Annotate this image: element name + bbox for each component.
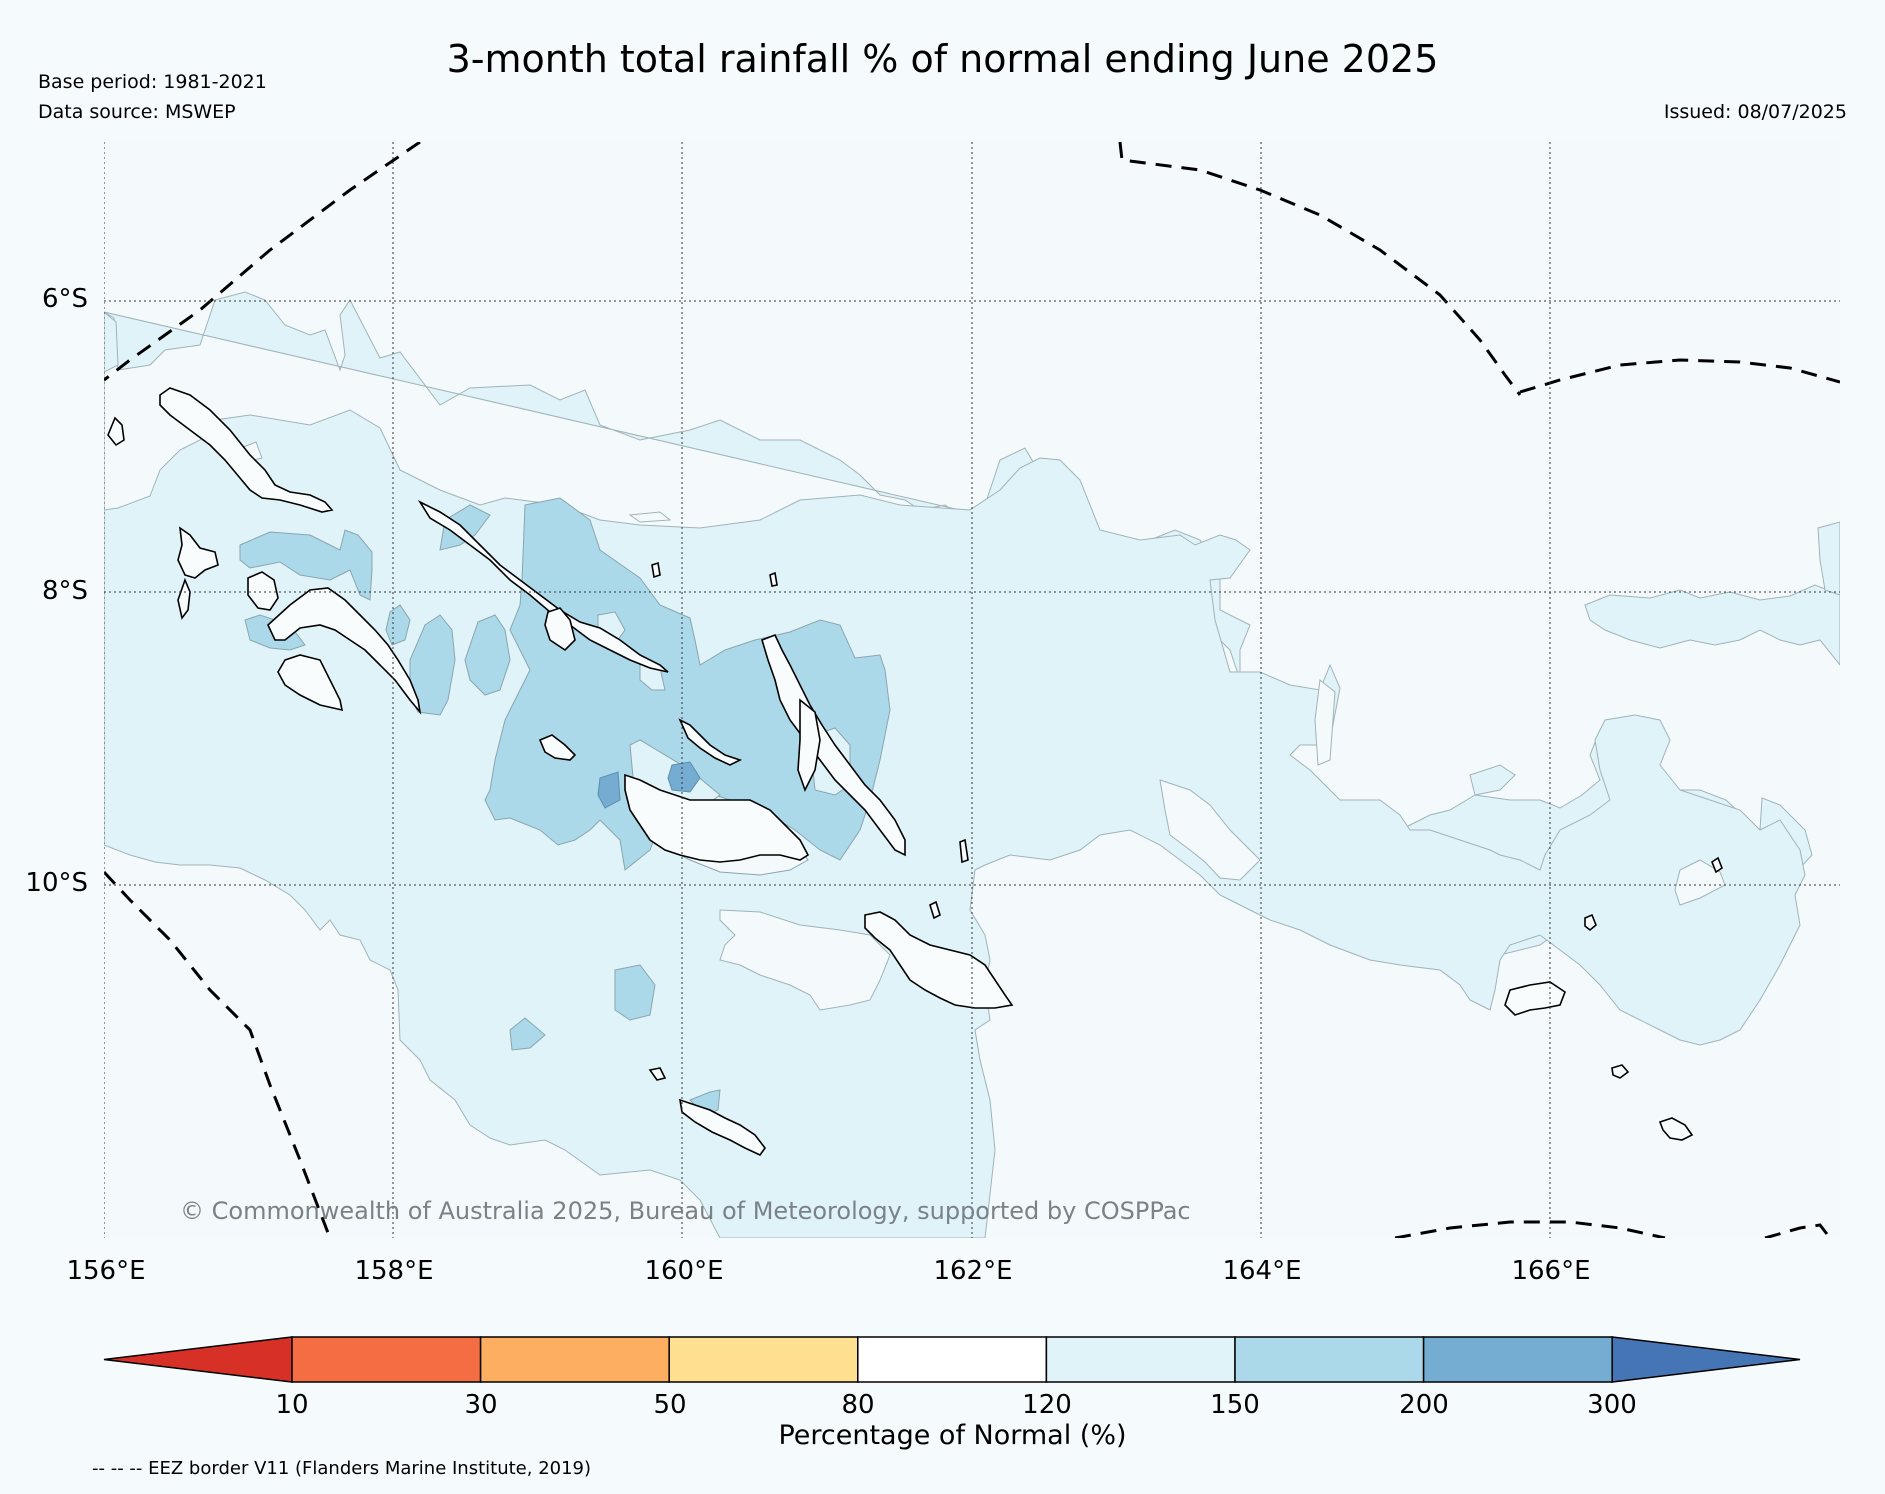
lat-label-10s: 10°S [25,868,88,898]
graticule [104,142,1840,1238]
lon-label-158e: 158°E [354,1256,434,1286]
issued-date: Issued: 08/07/2025 [1663,101,1847,123]
colorbar-tick: 200 [1399,1390,1449,1420]
rainfall-region-150-200 [614,964,656,1021]
colorbar-segment [479,1336,670,1383]
colorbar-segment [1422,1336,1613,1383]
colorbar-tick: 50 [653,1390,687,1420]
colorbar-title: Percentage of Normal (%) [778,1420,1127,1451]
rainfall-region-120-150 [1584,584,1840,666]
rainfall-region-150-200 [409,614,456,716]
eez-legend-note: -- -- -- EEZ border V11 (Flanders Marine… [92,1458,592,1479]
colorbar-segment [668,1336,859,1383]
lon-label-162e: 162°E [933,1256,1013,1286]
rainfall-region-80-120 [719,909,891,1011]
lon-label-166e: 166°E [1511,1256,1591,1286]
lat-label-6s: 6°S [41,284,88,314]
rainfall-region-150-200 [509,1017,546,1051]
colorbar-segment [1045,1336,1236,1383]
colorbar-tick: 120 [1022,1390,1072,1420]
rainfall-region-80-120 [1159,779,1261,881]
coastlines [107,387,1723,1157]
rainfall-region-120-150 [1469,764,1516,796]
eez-border [104,142,1840,1238]
colorbar-tick: 30 [464,1390,498,1420]
lon-label-160e: 160°E [644,1256,724,1286]
colorbar-extend-high [1611,1336,1801,1383]
rainfall-region-200-300 [667,761,701,793]
rainfall-region-120-150 [1817,521,1840,596]
colorbar-tick: 150 [1210,1390,1260,1420]
lon-label-156e: 156°E [66,1256,146,1286]
data-source: Data source: MSWEP [38,101,236,123]
colorbar-tick: 10 [275,1390,309,1420]
rainfall-region-80-120 [1674,859,1726,906]
lon-label-164e: 164°E [1222,1256,1302,1286]
colorbar-segment [1234,1336,1425,1383]
colorbar-segment [857,1336,1048,1383]
base-period: Base period: 1981-2021 [38,71,267,93]
colorbar-tick: 300 [1587,1390,1637,1420]
rainfall-region-80-120 [1314,679,1336,766]
lat-label-8s: 8°S [41,576,88,606]
rainfall-region-200-300 [597,771,621,809]
rainfall-region-150-200 [439,504,491,551]
colorbar-extend-low [103,1336,293,1383]
rainfall-region-150-200 [464,614,511,696]
rainfall-region-80-120 [628,511,672,523]
rainfall-region-150-200 [385,604,411,646]
colorbar-tick: 80 [841,1390,875,1420]
rainfall-region-150-200 [239,529,373,601]
map-title: 3-month total rainfall % of normal endin… [446,37,1439,81]
copyright-notice: © Commonwealth of Australia 2025, Bureau… [180,1197,1191,1225]
colorbar-segment [291,1336,482,1383]
colorbar [103,1336,1801,1383]
